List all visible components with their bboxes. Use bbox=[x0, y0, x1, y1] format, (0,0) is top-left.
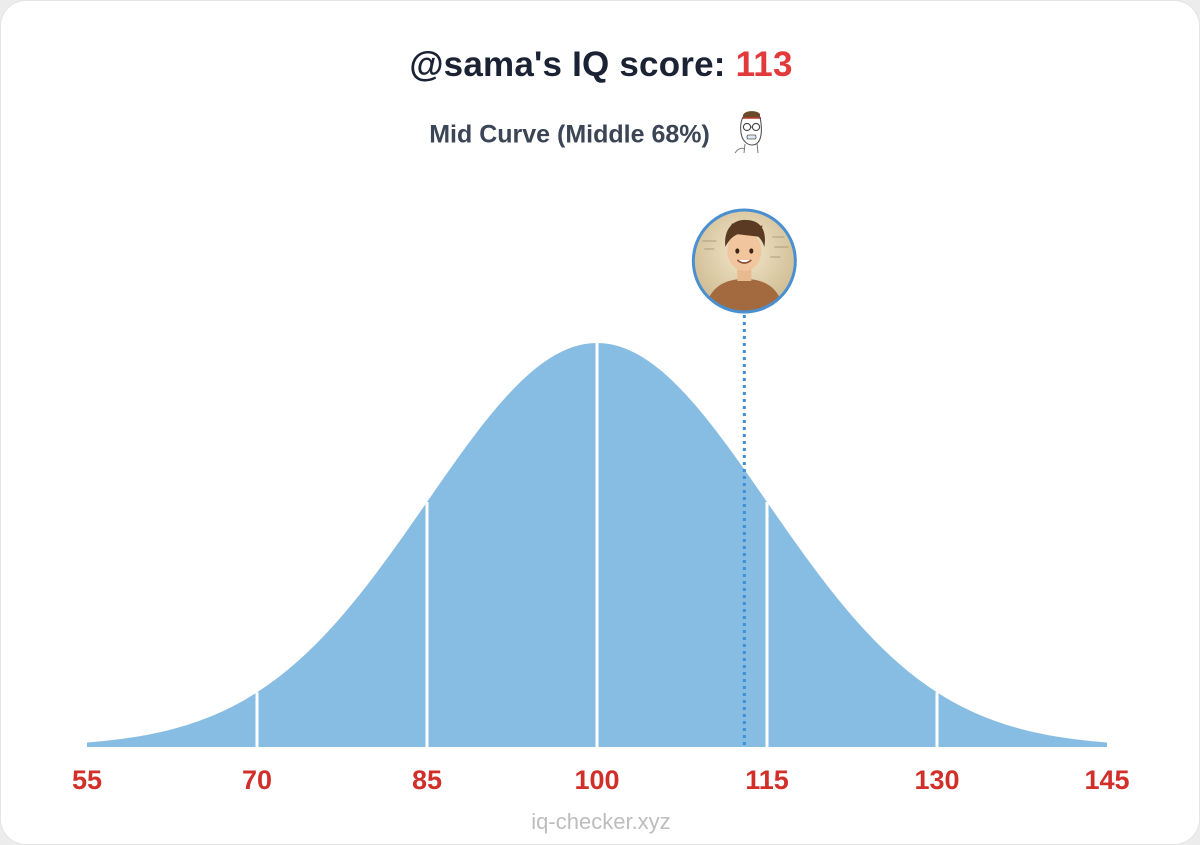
iq-score: 113 bbox=[735, 45, 793, 84]
tick-label-130: 130 bbox=[914, 765, 959, 795]
tick-label-100: 100 bbox=[574, 765, 619, 795]
section-dividers bbox=[255, 343, 939, 747]
tick-label-85: 85 bbox=[412, 765, 442, 795]
category-subtitle: Mid Curve (Middle 68%) bbox=[1, 111, 1199, 159]
profile-avatar-icon bbox=[691, 208, 797, 314]
tick-label-55: 55 bbox=[72, 765, 102, 795]
tick-label-70: 70 bbox=[242, 765, 272, 795]
site-watermark: iq-checker.xyz bbox=[531, 809, 671, 834]
title-prefix: @sama's IQ score: bbox=[409, 45, 736, 84]
tick-label-115: 115 bbox=[745, 765, 789, 795]
page-title: @sama's IQ score: 113 bbox=[1, 45, 1199, 85]
tick-label-145: 145 bbox=[1084, 765, 1129, 795]
x-axis-tick-labels: 55 70 85 100 115 130 145 bbox=[72, 765, 1130, 795]
wojak-nerd-icon bbox=[734, 111, 762, 154]
category-label: Mid Curve (Middle 68%) bbox=[429, 120, 710, 149]
